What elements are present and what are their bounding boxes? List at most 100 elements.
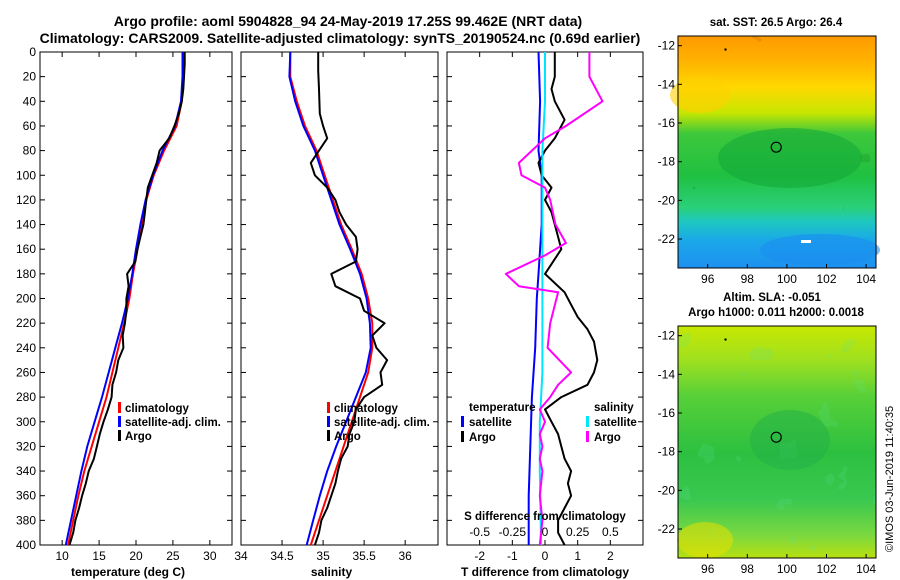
legend-salinity-item: Argo — [594, 432, 621, 444]
legend-salinity-item: satellite — [594, 417, 637, 429]
depth-tick-label: 60 — [23, 119, 37, 133]
sst-map: 96 98 100 102 104 -12 -14 -16 -18 -20 -22 — [658, 35, 880, 286]
temperature-panel: 0 20 40 60 80 100 120 140 160 180 200 220 240 260 280 3… — [16, 45, 233, 579]
sla-title-line1: Altim. SLA: -0.051 — [723, 292, 821, 304]
depth-tick-label: 80 — [23, 144, 37, 158]
depth-tick-label: 360 — [16, 489, 36, 503]
difference-series-salinity-argo — [504, 52, 604, 546]
difference-sdiff-label: S difference from climatology — [464, 511, 626, 523]
temperature-legend-swatch — [118, 416, 121, 427]
difference-xtick-label: 1 — [574, 549, 581, 563]
difference-series-temperature-argo — [537, 52, 599, 546]
sst-map-ytick-label: -18 — [658, 155, 676, 169]
temperature-series-argo — [68, 52, 186, 546]
depth-tick-label: 160 — [16, 242, 36, 256]
sla-map-xtick-label: 96 — [701, 562, 715, 576]
salinity-legend-item: Argo — [334, 431, 361, 443]
salinity-series-argo — [309, 52, 389, 546]
depth-tick-label: 140 — [16, 218, 36, 232]
salinity-legend-item: climatology — [334, 403, 399, 415]
sla-map-ytick-label: -22 — [658, 522, 676, 536]
salinity-legend-swatch — [327, 402, 330, 413]
difference-frame — [446, 51, 644, 546]
legend-salinity-header: salinity — [594, 402, 634, 414]
salinity-xtick-label: 36 — [398, 549, 412, 563]
sla-map-island — [724, 338, 727, 341]
salinity-legend-item: satellite-adj. clim. — [334, 417, 430, 429]
temperature-xtick-label: 30 — [203, 549, 217, 563]
depth-tick-label: 280 — [16, 390, 36, 404]
depth-tick-label: 220 — [16, 316, 36, 330]
depth-tick-label: 0 — [29, 45, 36, 59]
depth-tick-label: 20 — [23, 70, 37, 84]
sla-map: 96 98 100 102 104 -12 -14 -16 -18 -20 -22 — [658, 325, 877, 576]
depth-tick-label: 400 — [16, 538, 36, 552]
difference-xtick-label: 2 — [607, 549, 614, 563]
difference-sdiff-tick-label: 0.25 — [566, 525, 590, 539]
salinity-frame — [240, 51, 439, 546]
difference-sdiff-tick-label: -0.25 — [499, 525, 527, 539]
sst-map-profile-marker — [770, 141, 782, 153]
depth-tick-label: 260 — [16, 365, 36, 379]
sst-map-ytick-label: -14 — [658, 77, 676, 91]
salinity-legend-swatch — [327, 430, 330, 441]
title-line2: Climatology: CARS2009. Satellite-adjuste… — [40, 30, 641, 46]
sst-map-ytick-label: -22 — [658, 232, 676, 246]
depth-tick-label: 120 — [16, 193, 36, 207]
difference-series-temperature-satellite — [527, 51, 543, 545]
sla-map-ytick-label: -14 — [658, 367, 676, 381]
sla-map-frame — [677, 325, 877, 559]
salinity-series-satellite-adj-clim- — [288, 51, 372, 546]
legend-temperature-item: satellite — [469, 417, 512, 429]
sst-map-xtick-label: 100 — [777, 272, 797, 286]
sla-map-ytick-label: -16 — [658, 406, 676, 420]
sst-map-xtick-label: 104 — [856, 272, 876, 286]
sla-map-xtick-label: 100 — [777, 562, 797, 576]
legend-salinity-swatch — [586, 431, 589, 442]
sst-map-xtick-label: 102 — [816, 272, 836, 286]
sla-high-patch — [677, 522, 733, 558]
salinity-panel: 34 34.5 35 35.5 36 salinity climatology satelli… — [234, 51, 439, 579]
temperature-series-climatology — [67, 51, 185, 546]
depth-tick-label: 40 — [23, 94, 37, 108]
depth-tick-label: 240 — [16, 341, 36, 355]
sla-map-ytick-label: -12 — [658, 329, 676, 343]
depth-tick-label: 320 — [16, 439, 36, 453]
legend-temperature-item: Argo — [469, 432, 496, 444]
temperature-xtick-label: 15 — [92, 549, 106, 563]
sst-map-frame — [677, 35, 877, 269]
depth-tick-label: 100 — [16, 168, 36, 182]
sst-map-island — [724, 48, 727, 51]
sla-low-patch — [750, 410, 830, 470]
sla-title-line2: Argo h1000: 0.011 h2000: 0.0018 — [688, 307, 864, 319]
salinity-xtick-label: 35 — [316, 549, 330, 563]
salinity-series-climatology — [289, 52, 374, 546]
sla-map-ytick-label: -20 — [658, 483, 676, 497]
difference-xtick-label: -2 — [474, 549, 485, 563]
temperature-legend-item: climatology — [125, 403, 190, 415]
sst-map-ytick-label: -12 — [658, 39, 676, 53]
temperature-frame — [39, 51, 233, 546]
depth-tick-label: 380 — [16, 513, 36, 527]
temperature-xlabel: temperature (deg C) — [71, 565, 185, 579]
salinity-xtick-label: 34.5 — [270, 549, 294, 563]
salinity-legend-swatch — [327, 416, 330, 427]
sla-map-profile-marker — [770, 431, 782, 443]
sst-map-title: sat. SST: 26.5 Argo: 26.4 — [710, 17, 843, 29]
sst-map-xtick-label: 96 — [701, 272, 715, 286]
sst-blue-patch — [760, 234, 880, 266]
temperature-legend-swatch — [118, 402, 121, 413]
difference-xtick-label: -1 — [507, 549, 518, 563]
salinity-xtick-label: 34 — [234, 549, 248, 563]
difference-sdiff-tick-label: 0.5 — [602, 525, 619, 539]
salinity-xtick-label: 35.5 — [352, 549, 376, 563]
difference-panel: -2 -1 0 1 2 T difference from climatology -0.5… — [446, 51, 644, 579]
depth-tick-label: 300 — [16, 415, 36, 429]
legend-temperature-swatch — [461, 431, 464, 442]
sla-map-ytick-label: -18 — [658, 445, 676, 459]
difference-sdiff-tick-label: 0 — [542, 525, 549, 539]
sla-map-xtick-label: 102 — [816, 562, 836, 576]
temperature-legend-item: Argo — [125, 431, 152, 443]
sst-map-xtick-label: 98 — [741, 272, 755, 286]
legend-temperature-header: temperature — [469, 402, 535, 414]
